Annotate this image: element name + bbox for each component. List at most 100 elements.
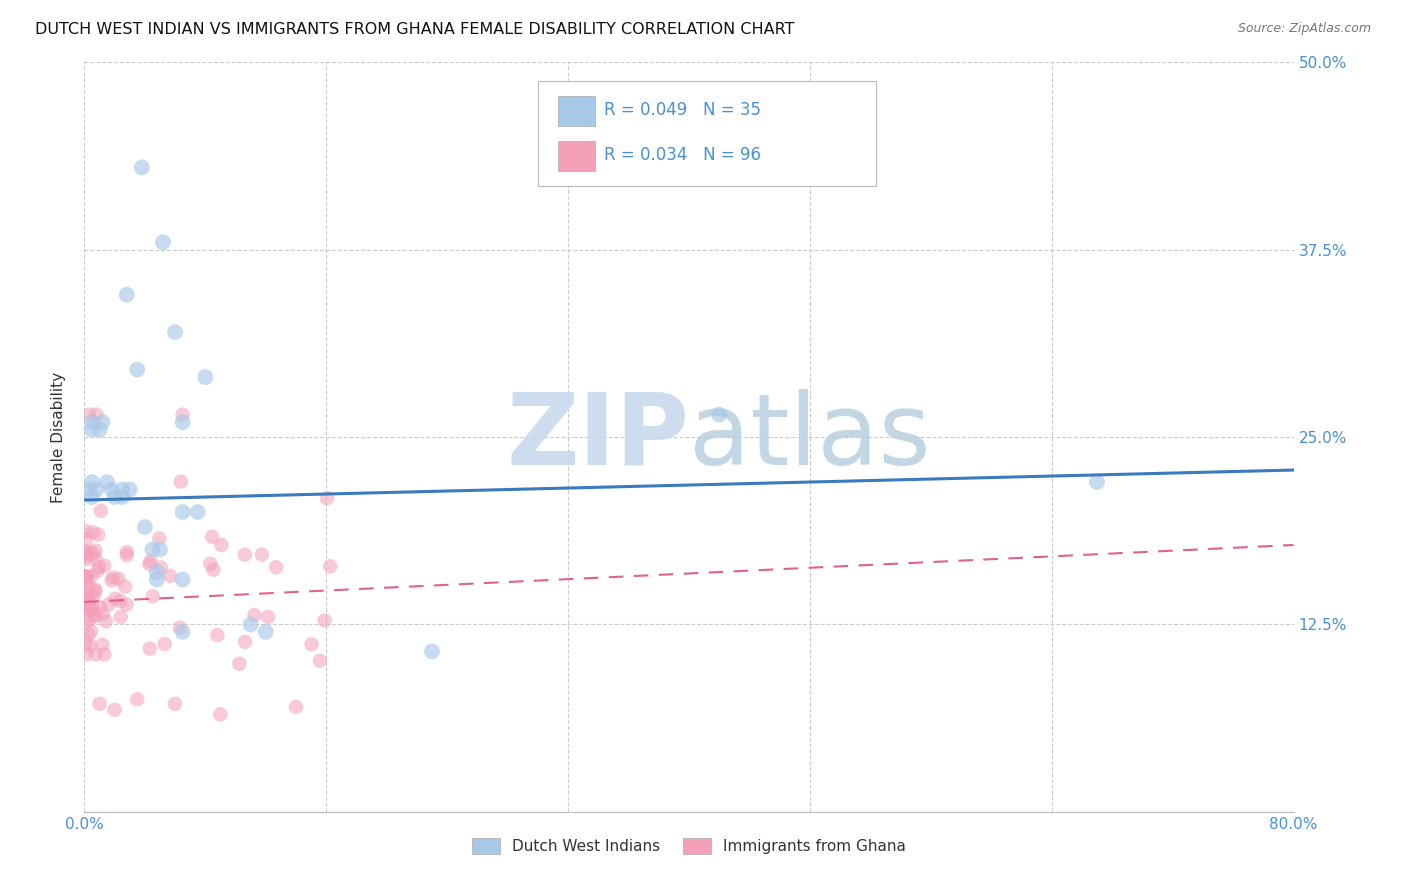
Point <box>96 475 118 489</box>
Point <box>103 571 125 585</box>
Point <box>76 595 98 609</box>
Point <box>153 637 176 651</box>
Point <box>141 542 163 557</box>
Point <box>1085 475 1108 489</box>
Point <box>104 490 127 504</box>
Point <box>82 547 104 561</box>
Point <box>89 560 111 574</box>
Point <box>139 641 162 656</box>
Point <box>80 415 103 429</box>
Point <box>115 287 138 301</box>
Point <box>201 530 224 544</box>
Point <box>76 570 98 584</box>
Point <box>75 569 97 583</box>
Point <box>285 699 308 714</box>
Point <box>75 549 97 563</box>
Point <box>316 491 339 505</box>
Point <box>77 603 100 617</box>
Point <box>207 628 229 642</box>
Point <box>86 483 108 497</box>
Point <box>76 546 98 560</box>
Point <box>89 423 111 437</box>
Point <box>134 520 156 534</box>
Point <box>75 648 97 662</box>
Point <box>77 579 100 593</box>
Point <box>75 596 97 610</box>
Point <box>709 408 731 422</box>
Point <box>211 538 233 552</box>
Point <box>75 636 97 650</box>
Point <box>84 543 107 558</box>
Point <box>264 560 287 574</box>
Point <box>165 325 187 339</box>
Point <box>84 582 107 597</box>
Point <box>80 475 103 489</box>
Point <box>127 362 149 376</box>
Point <box>84 584 107 599</box>
Point <box>76 594 98 608</box>
Point <box>243 608 266 623</box>
Point <box>94 615 117 629</box>
Point <box>75 580 97 594</box>
Point <box>93 648 115 662</box>
Y-axis label: Female Disability: Female Disability <box>51 371 66 503</box>
Point <box>104 703 127 717</box>
Point <box>172 415 194 429</box>
Point <box>80 569 103 583</box>
Text: ZIP: ZIP <box>506 389 689 485</box>
Point <box>319 559 342 574</box>
Point <box>146 565 169 579</box>
Point <box>100 483 122 497</box>
Point <box>79 545 101 559</box>
Point <box>111 483 134 497</box>
Point <box>84 648 107 662</box>
Point <box>76 599 98 613</box>
Point <box>84 608 107 623</box>
Point <box>90 504 112 518</box>
Point <box>110 610 132 624</box>
Point <box>77 591 100 606</box>
Point <box>139 554 162 568</box>
Text: atlas: atlas <box>689 389 931 485</box>
Point <box>77 600 100 615</box>
Point <box>142 590 165 604</box>
Point <box>250 548 273 562</box>
Point <box>77 585 100 599</box>
Text: Source: ZipAtlas.com: Source: ZipAtlas.com <box>1237 22 1371 36</box>
Point <box>75 570 97 584</box>
Point <box>149 542 172 557</box>
Point <box>80 423 103 437</box>
FancyBboxPatch shape <box>558 141 595 171</box>
Point <box>80 624 103 639</box>
Point <box>82 590 104 604</box>
Point <box>100 573 122 587</box>
Point <box>314 614 336 628</box>
Point <box>309 654 332 668</box>
Point <box>194 370 217 384</box>
Legend: Dutch West Indians, Immigrants from Ghana: Dutch West Indians, Immigrants from Ghan… <box>467 832 911 860</box>
Point <box>169 621 191 635</box>
Point <box>84 552 107 566</box>
Point <box>75 613 97 627</box>
Point <box>209 707 232 722</box>
Point <box>115 548 138 562</box>
Point <box>107 572 129 586</box>
Point <box>75 532 97 546</box>
Point <box>89 697 111 711</box>
Point <box>82 601 104 615</box>
Text: R = 0.034   N = 96: R = 0.034 N = 96 <box>605 145 761 163</box>
Point <box>86 564 108 578</box>
Text: DUTCH WEST INDIAN VS IMMIGRANTS FROM GHANA FEMALE DISABILITY CORRELATION CHART: DUTCH WEST INDIAN VS IMMIGRANTS FROM GHA… <box>35 22 794 37</box>
Text: R = 0.049   N = 35: R = 0.049 N = 35 <box>605 101 761 119</box>
Point <box>75 524 97 539</box>
Point <box>91 415 114 429</box>
Point <box>93 558 115 573</box>
Point <box>76 569 98 583</box>
Point <box>83 609 105 624</box>
Point <box>111 490 134 504</box>
Point <box>257 610 280 624</box>
Point <box>420 644 443 658</box>
Point <box>87 527 110 541</box>
Point <box>202 563 225 577</box>
Point <box>148 532 170 546</box>
